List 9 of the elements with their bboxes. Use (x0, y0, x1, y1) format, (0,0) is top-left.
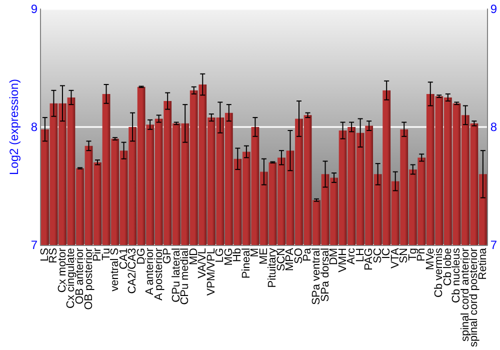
x-tick-label: Tg (406, 248, 419, 261)
y-tick-label: 9 (30, 2, 38, 16)
y-axis-title: Log2 (expression) (7, 78, 21, 176)
y-tick-label: 7 (30, 238, 38, 252)
y-tick-label: 8 (30, 120, 38, 134)
y2-tick-label: 9 (490, 2, 498, 16)
y2-tick-label: 7 (490, 238, 498, 252)
x-tick-label: A posterior (152, 248, 165, 301)
y2-tick-label: 8 (490, 120, 498, 134)
